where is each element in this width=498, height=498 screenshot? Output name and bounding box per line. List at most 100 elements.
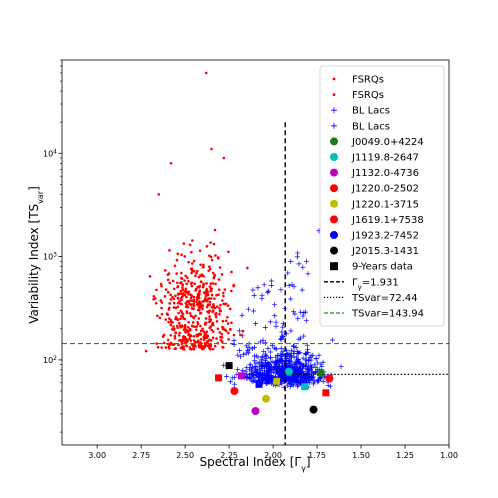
bl-lac-point	[306, 380, 312, 386]
fsrq-point	[218, 331, 222, 334]
bl-lac-point	[307, 355, 313, 361]
fsrq-point	[188, 299, 192, 303]
bl-lac-point	[279, 333, 285, 339]
bl-lac-point	[281, 334, 287, 340]
bl-lac-point	[236, 347, 242, 353]
bl-lac-point	[308, 364, 314, 370]
bl-lac-point	[278, 351, 284, 357]
bl-lac-point	[235, 352, 241, 358]
fsrq-point	[181, 345, 184, 348]
bl-lac-point	[253, 364, 259, 370]
fsrq-point	[210, 258, 214, 262]
fsrq-point	[195, 333, 198, 337]
fsrq-point	[207, 303, 210, 306]
bl-lac-point	[273, 346, 279, 352]
bl-lac-point	[241, 352, 247, 358]
bl-lac-point	[304, 362, 310, 368]
fsrq-point	[186, 330, 190, 333]
bl-lac-point	[265, 289, 271, 295]
bl-lac-point	[338, 364, 344, 370]
y-tick-label: 102	[43, 354, 57, 365]
bl-lac-point	[285, 375, 291, 381]
bl-lac-point	[285, 382, 291, 388]
fsrq-point	[175, 272, 179, 275]
legend-label: J0049.0+4224	[351, 137, 424, 148]
fsrq-point	[160, 306, 163, 310]
bl-lac-point	[257, 339, 263, 345]
plot-frame	[61, 59, 450, 446]
fsrq-point	[198, 305, 202, 309]
fsrq-point	[199, 329, 203, 333]
legend-label: BL Lacs	[352, 106, 390, 117]
fsrq-point	[211, 282, 215, 285]
bl-lac-point	[275, 353, 281, 359]
fsrq-point	[188, 333, 191, 337]
fsrq-point	[189, 314, 193, 318]
bl-lac-point	[280, 365, 286, 371]
fsrq-point	[176, 281, 179, 285]
fsrq-point	[209, 297, 213, 300]
fsrq-point	[222, 156, 226, 160]
bl-lac-point	[288, 258, 294, 264]
legend-marker-circle	[330, 215, 338, 224]
bl-lac-point	[278, 336, 284, 342]
bl-lac-point	[299, 287, 305, 293]
fsrq-point	[210, 147, 213, 151]
bl-lac-point	[277, 363, 283, 369]
x-tick-label: 1.50	[352, 451, 370, 460]
fsrq-point	[184, 301, 188, 305]
fsrq-point	[188, 329, 192, 332]
bl-lac-point	[297, 309, 303, 315]
fsrq-point	[192, 347, 196, 351]
fsrq-point	[157, 193, 161, 196]
fsrq-point	[182, 242, 186, 245]
legend-marker-plus	[331, 107, 337, 114]
fsrq-point	[192, 300, 196, 303]
bl-lac-point	[235, 367, 241, 373]
bl-lac-point	[295, 315, 301, 321]
source-circle	[325, 374, 334, 383]
legend-label: J1119.8-2647	[351, 153, 419, 164]
fsrq-point	[209, 255, 213, 259]
fsrq-point	[183, 290, 187, 293]
bl-lac-point	[291, 309, 297, 315]
bl-lac-point	[249, 366, 255, 372]
fsrq-point	[169, 298, 173, 301]
fsrq-point	[160, 301, 164, 304]
fsrq-point	[211, 309, 215, 312]
fsrq-point	[208, 267, 212, 271]
bl-lac-point	[270, 359, 276, 365]
fsrq-point	[208, 315, 211, 318]
source-9yr-square	[322, 389, 330, 397]
x-tick-label: 1.75	[308, 451, 326, 460]
fsrq-point	[153, 297, 157, 300]
fsrq-point	[218, 266, 222, 269]
fsrq-point	[205, 245, 209, 248]
fsrq-point	[181, 288, 185, 292]
bl-lac-point	[296, 360, 302, 366]
bl-lac-point	[288, 348, 294, 354]
fsrq-point	[166, 313, 170, 317]
bl-lac-point	[261, 364, 267, 370]
fsrq-point	[175, 324, 179, 328]
fsrq-point	[179, 280, 183, 284]
fsrq-point	[211, 347, 215, 351]
fsrq-point	[173, 337, 177, 340]
bl-lac-point	[303, 350, 309, 356]
fsrq-point	[192, 316, 196, 320]
fsrq-point	[198, 284, 201, 288]
fsrq-point	[203, 291, 207, 295]
fsrq-point	[206, 310, 209, 313]
fsrq-point	[184, 330, 187, 334]
bl-lac-point	[251, 292, 257, 298]
fsrq-point	[210, 306, 214, 309]
bl-lac-point	[318, 361, 324, 367]
fsrq-point	[152, 294, 156, 298]
fsrq-point	[199, 280, 203, 283]
bl-lac-point	[240, 368, 246, 374]
bl-lac-point	[248, 368, 254, 374]
bl-lac-point	[301, 364, 307, 370]
bl-lac-point	[265, 288, 271, 294]
fsrq-point	[180, 271, 183, 275]
source-circle	[262, 394, 271, 403]
